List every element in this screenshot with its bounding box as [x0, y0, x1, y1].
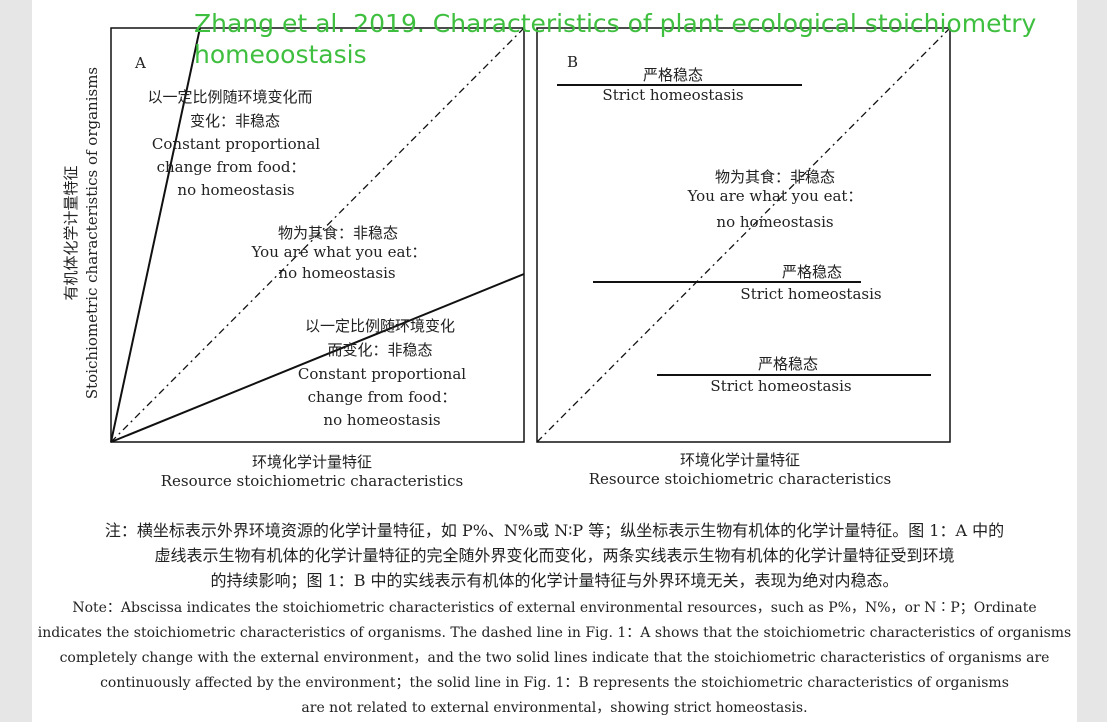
panel-b-bottom-label-en: Strict homeostasis [710, 377, 851, 395]
panel-b-bottom-label-cn: 严格稳态 [758, 355, 818, 373]
y-axis-label-en: Stoichiometric characteristics of organi… [83, 67, 101, 399]
panel-a: A 以一定比例随环境变化而 变化：非稳态 Constant proportion… [110, 27, 525, 490]
panel-a-steep-label-cn-2: 变化：非稳态 [190, 112, 280, 130]
panel-a-frame [110, 27, 525, 443]
panel-b: B 严格稳态 Strict homeostasis 物为其食：非稳态 You a… [536, 27, 951, 488]
document-page: 有机体化学计量特征 Stoichiometric characteristics… [32, 0, 1077, 722]
panel-a-diagonal-label-cn: 物为其食：非稳态 [278, 224, 398, 242]
panel-b-x-axis-label-en: Resource stoichiometric characteristics [589, 470, 892, 488]
panel-a-diagonal-label-en-2: no homeostasis [278, 264, 395, 282]
note-en-line-5: are not related to external environmenta… [301, 700, 808, 716]
panel-b-middle-label-en: Strict homeostasis [740, 285, 881, 303]
panel-a-steep-label-en-1: Constant proportional [152, 135, 320, 153]
panel-a-x-axis-label-en: Resource stoichiometric characteristics [161, 472, 464, 490]
panel-b-letter: B [567, 53, 578, 71]
panel-a-shallow-label-en-1: Constant proportional [298, 365, 466, 383]
note-zh-line-3: 的持续影响；图 1：B 中的实线表示有机体的化学计量特征与外界环境无关，表现为绝… [210, 571, 899, 590]
note-en-line-1: Note：Abscissa indicates the stoichiometr… [72, 600, 1037, 616]
panel-a-x-axis-label-cn: 环境化学计量特征 [252, 453, 372, 471]
panel-a-dashed-diagonal [110, 27, 525, 443]
panel-a-steep-label-en-3: no homeostasis [177, 181, 294, 199]
note-en-line-4: continuously affected by the environment… [100, 675, 1009, 691]
panel-b-frame [536, 27, 951, 443]
panel-b-top-label-cn: 严格稳态 [643, 66, 703, 84]
panel-b-diagonal-label-en-1: You are what you eat： [687, 187, 863, 205]
note-zh-line-2: 虚线表示生物有机体的化学计量特征的完全随外界变化而变化，两条实线表示生物有机体的… [154, 546, 955, 565]
note-en-line-2: indicates the stoichiometric characteris… [37, 625, 1072, 641]
panel-b-middle-label-cn: 严格稳态 [782, 263, 842, 281]
panel-a-shallow-label-en-2: change from food： [308, 388, 457, 406]
panel-b-dashed-diagonal [536, 27, 951, 443]
overlay-citation-title-line-1: Zhang et al. 2019. Characteristics of pl… [194, 9, 1037, 38]
panel-a-steep-label-cn-1: 以一定比例随环境变化而 [147, 88, 312, 106]
panel-b-diagonal-label-cn: 物为其食：非稳态 [715, 168, 835, 186]
overlay-citation-title-line-2: homeoostasis [194, 40, 367, 69]
panel-a-steep-label-en-2: change from food： [157, 158, 306, 176]
note-en-line-3: completely change with the external envi… [59, 650, 1050, 666]
panel-b-diagonal-label-en-2: no homeostasis [716, 213, 833, 231]
figure-note: 注：横坐标表示外界环境资源的化学计量特征，如 P%、N%或 N∶P 等；纵坐标表… [32, 518, 1077, 721]
panel-b-top-label-en: Strict homeostasis [602, 86, 743, 104]
y-axis-label-cn: 有机体化学计量特征 [62, 165, 80, 300]
note-zh-line-1: 注：横坐标表示外界环境资源的化学计量特征，如 P%、N%或 N∶P 等；纵坐标表… [104, 521, 1005, 540]
panel-a-letter: A [134, 54, 146, 72]
panel-a-shallow-label-en-3: no homeostasis [323, 411, 440, 429]
panel-a-shallow-label-cn-2: 而变化：非稳态 [327, 341, 432, 359]
panel-a-diagonal-label-en-1: You are what you eat： [251, 243, 427, 261]
homeostasis-figure: 有机体化学计量特征 Stoichiometric characteristics… [62, 9, 1037, 490]
panel-a-shallow-label-cn-1: 以一定比例随环境变化 [305, 317, 455, 335]
panel-a-steep-solid-line [110, 27, 201, 443]
panel-b-x-axis-label-cn: 环境化学计量特征 [680, 451, 800, 469]
panel-a-shallow-solid-line [110, 273, 525, 443]
